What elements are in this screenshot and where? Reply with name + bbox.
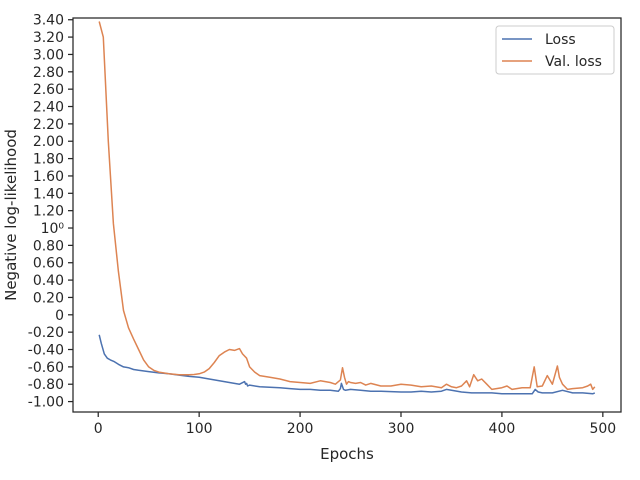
legend-label-1: Loss	[545, 32, 576, 48]
y-tick-label: 1.20	[33, 204, 64, 220]
x-axis-title: Epochs	[320, 445, 374, 463]
x-tick-label: 0	[94, 421, 103, 437]
y-tick-label: -0.20	[28, 325, 64, 341]
y-tick-label: 0.80	[33, 238, 64, 254]
y-tick-label: 1.60	[33, 169, 64, 185]
y-axis: -1.00 -0.80-0.60-0.40 -0.200 0.200.400.60 0.…	[28, 13, 73, 411]
y-tick-label: 0.20	[33, 290, 64, 306]
y-axis-title: Negative log-likelihood	[2, 129, 20, 301]
y-tick-label: 2.00	[33, 134, 64, 150]
y-tick-label: -0.60	[28, 360, 64, 376]
y-tick-label: 3.20	[33, 30, 64, 46]
y-tick-label: 3.40	[33, 13, 64, 29]
y-tick-label: 2.80	[33, 65, 64, 81]
x-axis: 0 100 200 300 400 500	[94, 412, 616, 437]
y-tick-label: 3.00	[33, 47, 64, 63]
y-tick-label: 2.20	[33, 117, 64, 133]
y-tick-label: -1.00	[28, 395, 64, 411]
plot-frame	[72, 17, 622, 413]
y-tick-label: 10⁰	[41, 221, 65, 237]
y-tick-label: 0	[55, 308, 64, 324]
x-tick-label: 100	[186, 421, 213, 437]
x-tick-label: 400	[489, 421, 516, 437]
y-tick-label: -0.40	[28, 343, 64, 359]
y-tick-label: -0.80	[28, 377, 64, 393]
y-tick-label: 2.60	[33, 82, 64, 98]
series-line-2	[98, 21, 596, 391]
x-tick-label: 200	[287, 421, 314, 437]
series-line-1	[98, 334, 596, 395]
y-tick-label: 1.40	[33, 186, 64, 202]
legend: Loss Val. loss	[495, 25, 615, 75]
y-tick-label: 1.80	[33, 152, 64, 168]
legend-label-2: Val. loss	[545, 54, 602, 70]
x-tick-label: 500	[589, 421, 616, 437]
series-layer	[98, 21, 596, 395]
y-tick-label: 2.40	[33, 100, 64, 116]
y-tick-label: 0.40	[33, 273, 64, 289]
legend-box	[495, 25, 615, 75]
y-tick-label: 0.60	[33, 256, 64, 272]
x-tick-label: 300	[388, 421, 415, 437]
